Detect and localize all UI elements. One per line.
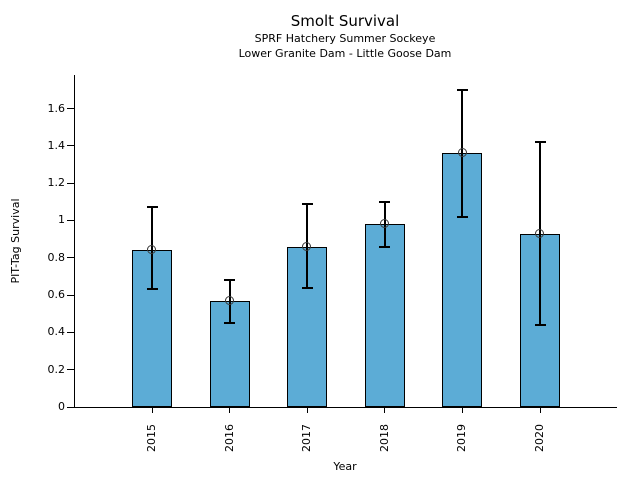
error-cap-top-2015 [146,206,158,209]
y-tick-mark [67,219,74,221]
point-marker-2015 [147,245,157,255]
x-tick-mark [151,407,153,413]
error-cap-top-2016 [224,279,236,282]
y-tick-label: 0.4 [47,325,66,339]
x-tick-mark [229,407,231,413]
y-tick-mark [67,369,74,371]
y-tick-mark [67,182,74,184]
point-marker-2020 [535,228,545,238]
chart-subtitle-line1: SPRF Hatchery Summer Sockeye [254,32,436,45]
y-tick-mark [67,257,74,259]
error-cap-bottom-2015 [146,288,158,291]
error-cap-bottom-2018 [379,245,391,248]
y-tick-label: 1 [58,213,65,227]
y-tick-label: 1.4 [47,138,66,152]
point-marker-2018 [379,219,389,229]
error-cap-bottom-2016 [224,322,236,325]
y-tick-label: 1.2 [47,176,66,190]
error-cap-top-2019 [456,88,468,91]
x-tick-mark [539,407,541,413]
point-marker-2016 [224,295,234,305]
error-cap-top-2018 [379,200,391,203]
chart-subtitle-line2: Lower Granite Dam - Little Goose Dam [238,47,452,60]
bar-2016 [209,300,250,407]
error-cap-top-2017 [301,202,313,205]
plot-area: 0 0.2 0.4 0.6 0.8 1 1.2 1.4 1.6 2015 2016 2017 2018 2… [48,75,617,452]
error-cap-top-2020 [534,141,546,144]
y-tick-mark [67,406,74,408]
y-tick-label: 0.2 [47,362,66,376]
point-marker-2019 [457,148,467,158]
x-tick-mark [384,407,386,413]
x-tick-mark [306,407,308,413]
error-cap-bottom-2017 [301,286,313,289]
y-axis-label: PIT-Tag Survival [9,198,22,284]
x-axis-label: Year [333,460,357,473]
error-cap-bottom-2020 [534,323,546,326]
y-tick-label: 0.8 [47,250,66,264]
y-tick-mark [67,108,74,110]
x-tick-mark [461,407,463,413]
chart-title: Smolt Survival [290,12,400,30]
y-tick-mark [67,294,74,296]
y-tick-label: 0 [58,400,65,413]
y-tick-label: 1.6 [47,101,66,115]
point-marker-2017 [302,241,312,251]
y-tick-label: 0.6 [47,288,66,302]
y-tick-mark [67,145,74,147]
y-tick-mark [67,331,74,333]
bar-2018 [364,224,405,407]
error-cap-bottom-2019 [456,215,468,218]
